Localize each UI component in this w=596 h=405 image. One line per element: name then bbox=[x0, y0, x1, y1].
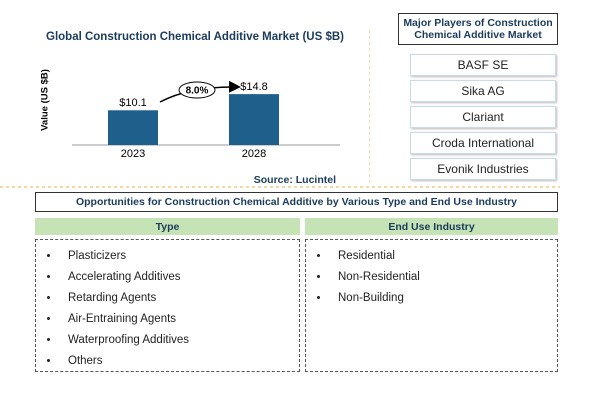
chart-title: Global Construction Chemical Additive Ma… bbox=[46, 31, 344, 43]
player: BASF SE bbox=[410, 54, 556, 76]
growth-oval bbox=[178, 81, 216, 99]
player: Sika AG bbox=[410, 80, 556, 102]
list-item: Non-Building bbox=[330, 288, 557, 309]
opportunities-title: Opportunities for Construction Chemical … bbox=[35, 192, 558, 212]
x-tick-label: 2028 bbox=[242, 148, 266, 160]
list-item: Others bbox=[60, 351, 299, 372]
list-item: Air-Entraining Agents bbox=[60, 309, 299, 330]
list-item: Non-Residential bbox=[330, 267, 557, 288]
list-item: Accelerating Additives bbox=[60, 267, 299, 288]
list-item: Residential bbox=[330, 246, 557, 267]
player: Clariant bbox=[410, 106, 556, 128]
player: Evonik Industries bbox=[410, 158, 556, 180]
type-list: PlasticizersAccelerating AdditivesRetard… bbox=[35, 239, 300, 372]
list-item: Retarding Agents bbox=[60, 288, 299, 309]
value-label: $10.1 bbox=[119, 97, 147, 109]
list-item: Plasticizers bbox=[60, 246, 299, 267]
chart: Global Construction Chemical Additive Ma… bbox=[40, 30, 370, 186]
y-axis-label: Value (US $B) bbox=[40, 69, 51, 131]
x-tick-label: 2023 bbox=[121, 148, 145, 160]
divider bbox=[0, 186, 560, 188]
player: Croda International bbox=[410, 132, 556, 154]
players-title: Major Players of Construction Chemical A… bbox=[398, 13, 558, 45]
bar bbox=[229, 94, 279, 145]
list-item: Waterproofing Additives bbox=[60, 330, 299, 351]
column-header: End Use Industry bbox=[305, 218, 558, 235]
growth-annotation: 8.0% bbox=[186, 86, 209, 97]
source: Source: Lucintel bbox=[254, 174, 336, 186]
value-label: $14.8 bbox=[240, 81, 268, 93]
column-header: Type bbox=[35, 218, 300, 235]
bar bbox=[108, 110, 158, 145]
end-use-list: ResidentialNon-ResidentialNon-Building bbox=[305, 239, 558, 372]
